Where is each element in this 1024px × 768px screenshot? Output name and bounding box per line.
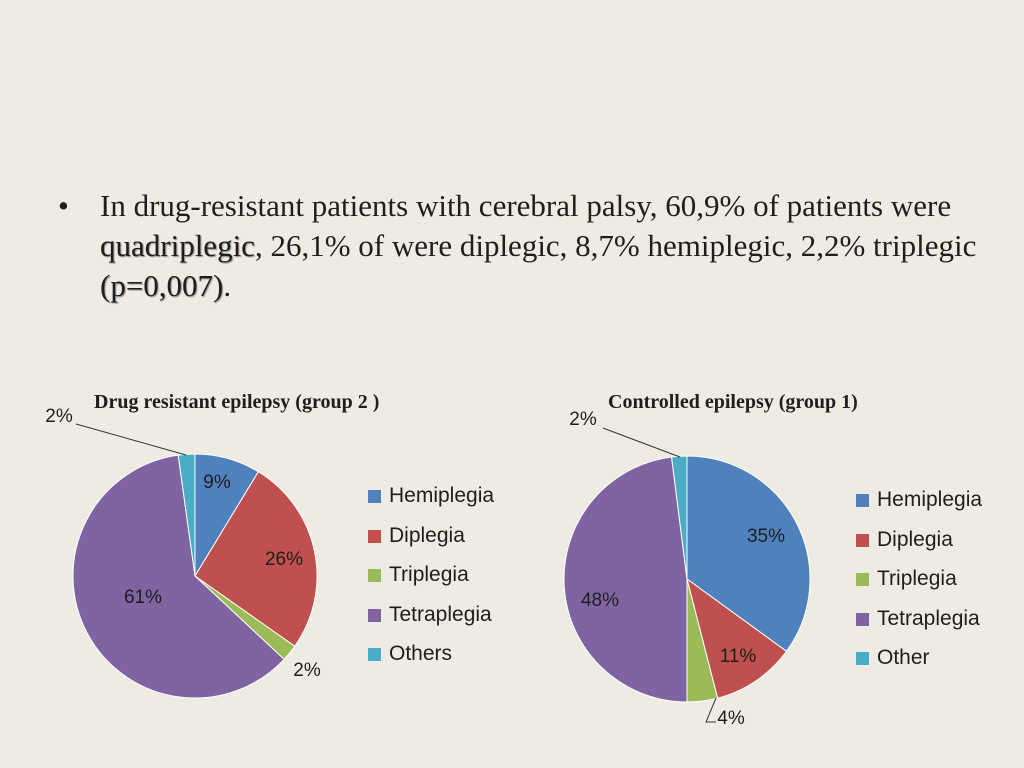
- legend-label: Triplegia: [389, 563, 469, 586]
- bullet-point: • In drug-resistant patients with cerebr…: [58, 186, 988, 306]
- legend-swatch: [856, 533, 869, 547]
- legend-swatch: [368, 608, 381, 622]
- legend-swatch: [856, 652, 869, 665]
- leader-line: [602, 427, 681, 458]
- legend-label: Others: [389, 642, 453, 665]
- legend-swatch: [856, 494, 869, 507]
- pie-slice-diplegia: [194, 471, 318, 647]
- legend-label: Diplegia: [389, 523, 465, 547]
- legend-label: Tetraplegia: [877, 606, 980, 630]
- legend-swatch: [368, 490, 381, 503]
- legend-label: Hemiplegia: [877, 488, 983, 511]
- pie-slice-others: [177, 453, 196, 577]
- data-label-other: 2%: [569, 409, 597, 430]
- pie-slice-tetraplegia: [563, 456, 688, 703]
- chart-title-group-2: Drug resistant epilepsy (group 2 ): [94, 391, 380, 413]
- bullet-text-part: .: [223, 268, 232, 303]
- legend-label: Diplegia: [877, 527, 953, 551]
- data-label-tetraplegia: 61%: [124, 587, 162, 608]
- data-label-hemiplegia: 9%: [203, 472, 231, 493]
- leader-line: [705, 697, 717, 723]
- data-label-diplegia: 11%: [720, 646, 757, 667]
- legend-label: Triplegia: [877, 567, 957, 590]
- legend-swatch: [856, 573, 869, 586]
- legend-swatch: [368, 529, 381, 543]
- data-label-others: 2%: [45, 406, 73, 427]
- emphasis-p-value: (p=0,007): [100, 268, 224, 303]
- bullet-text-part: In drug-resistant patients with cerebral…: [100, 188, 952, 223]
- leader-line: [75, 423, 187, 456]
- pie-slice-hemiplegia: [686, 455, 811, 652]
- data-label-triplegia: 2%: [293, 660, 321, 681]
- data-label-triplegia: 4%: [717, 708, 745, 729]
- emphasis-quadriplegic: quadriplegic: [100, 228, 255, 263]
- data-label-tetraplegia: 48%: [581, 590, 619, 611]
- bullet-text: In drug-resistant patients with cerebral…: [100, 186, 988, 306]
- pie-slice-diplegia: [686, 577, 788, 699]
- bullet-marker: •: [58, 188, 69, 223]
- chart-title-group-1: Controlled epilepsy (group 1): [608, 391, 858, 413]
- legend-swatch: [368, 648, 381, 661]
- data-label-hemiplegia: 35%: [747, 526, 785, 547]
- bullet-text-part: , 26,1% of were diplegic, 8,7% hemiplegi…: [254, 228, 977, 263]
- data-label-diplegia: 26%: [265, 549, 303, 570]
- legend-swatch: [368, 569, 381, 582]
- legend-label: Hemiplegia: [389, 484, 495, 507]
- legend-swatch: [856, 612, 869, 626]
- legend-label: Tetraplegia: [389, 602, 492, 626]
- pie-slice-tetraplegia: [72, 454, 285, 699]
- legend-label: Other: [877, 646, 930, 669]
